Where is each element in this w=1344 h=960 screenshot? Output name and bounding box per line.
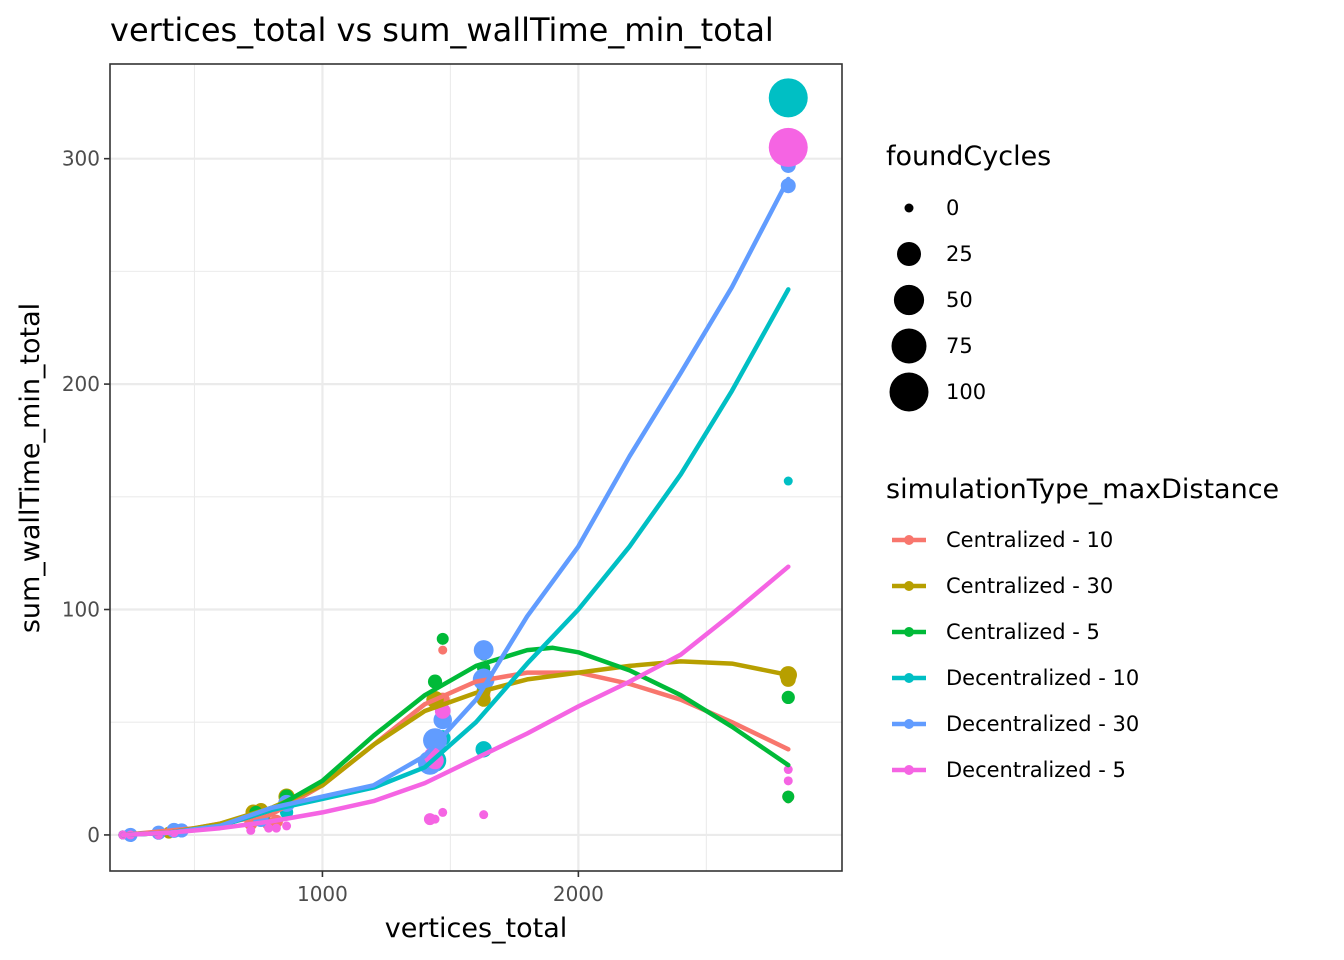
data-point [436,632,449,645]
size-legend-key [904,203,914,213]
size-legend-label: 50 [946,288,973,312]
color-legend-label: Centralized - 10 [946,528,1113,552]
size-legend-key [893,284,925,316]
x-tick-label: 2000 [553,882,604,906]
color-legend-label: Decentralized - 10 [946,666,1139,690]
data-point [768,78,808,118]
color-legend-label: Decentralized - 5 [946,758,1126,782]
data-point [473,640,494,660]
data-point [781,690,795,705]
data-point [430,814,440,824]
color-legend-dot [904,581,914,591]
y-tick-label: 300 [62,147,100,171]
data-point [768,127,808,167]
color-legend-title: simulationType_maxDistance [886,474,1279,505]
color-legend-dot [904,765,914,775]
color-legend-dot [904,535,914,545]
data-point [423,728,448,753]
data-point [264,823,274,833]
fit-line-0 [120,670,791,838]
data-point [479,810,489,820]
size-legend-label: 0 [946,196,959,220]
plot-panel: 1000 2000 0 100 200 300 [62,63,843,906]
size-legend-key [897,242,921,266]
x-axis-title: vertices_total [385,913,568,944]
legend: foundCycles simulationType_maxDistance 0… [886,141,1279,782]
color-legend-dot [904,673,914,683]
y-tick-label: 100 [62,598,100,622]
color-legend-label: Centralized - 30 [946,574,1113,598]
fit-line-5 [120,564,791,838]
data-point [271,823,281,833]
x-tick-label: 1000 [297,882,348,906]
data-point [282,821,292,831]
fit-line-4 [120,176,791,838]
panel-border [109,63,843,872]
panel-background [110,64,842,871]
color-legend-dot [904,627,914,637]
y-tick-label: 200 [62,372,100,396]
data-point [783,794,793,804]
size-legend-label: 25 [946,242,973,266]
data-point [246,825,256,835]
size-legend-title: foundCycles [886,141,1051,172]
color-legend-label: Centralized - 5 [946,620,1100,644]
data-point [783,476,793,486]
size-legend-key [891,328,927,364]
color-legend-dot [904,719,914,729]
data-point [438,807,448,817]
data-point [783,776,793,786]
y-tick-label: 0 [87,823,100,847]
data-point [783,765,793,775]
size-legend-key [889,372,929,412]
size-legend-label: 75 [946,334,973,358]
data-point [438,645,448,655]
y-axis-title: sum_wallTime_min_total [15,303,46,633]
chart-title: vertices_total vs sum_wallTime_min_total [110,11,774,49]
size-legend-label: 100 [946,380,986,404]
color-legend-label: Decentralized - 30 [946,712,1139,736]
